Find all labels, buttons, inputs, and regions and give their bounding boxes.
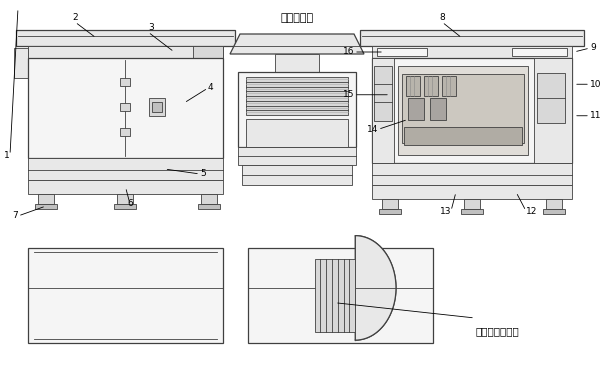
Polygon shape <box>355 236 396 340</box>
Bar <box>512 48 567 56</box>
Bar <box>28 58 223 158</box>
Bar <box>442 76 456 96</box>
Bar <box>372 185 572 199</box>
Text: 10: 10 <box>590 80 600 89</box>
Bar <box>28 46 223 58</box>
Bar <box>28 180 223 194</box>
Bar <box>406 76 420 96</box>
Bar <box>120 103 130 111</box>
Bar <box>242 165 352 185</box>
Bar <box>402 74 524 143</box>
Bar <box>152 102 162 112</box>
Text: 15: 15 <box>343 90 354 99</box>
Text: 8: 8 <box>439 13 445 22</box>
Bar <box>114 204 136 209</box>
Bar <box>314 260 355 332</box>
Bar <box>398 66 528 155</box>
Bar <box>374 66 392 121</box>
Bar <box>372 58 572 163</box>
Text: 排气百叶窗: 排气百叶窗 <box>280 13 314 23</box>
Bar <box>377 48 427 56</box>
Bar <box>372 46 572 58</box>
Text: 16: 16 <box>343 48 354 57</box>
Text: 13: 13 <box>439 207 451 216</box>
Bar <box>248 248 433 343</box>
Bar <box>201 194 217 204</box>
Text: 6: 6 <box>127 200 133 208</box>
Bar <box>275 54 319 72</box>
Bar <box>424 76 438 96</box>
Bar <box>372 58 394 163</box>
Text: 12: 12 <box>526 207 538 216</box>
Bar <box>537 73 565 123</box>
Bar <box>430 98 446 120</box>
Bar <box>461 209 483 214</box>
Text: 3: 3 <box>148 23 154 32</box>
Bar <box>464 199 480 209</box>
Bar <box>120 128 130 136</box>
Bar <box>14 48 28 78</box>
Text: 11: 11 <box>590 111 600 120</box>
Text: 顶部进气百叶窗: 顶部进气百叶窗 <box>476 326 520 336</box>
Text: 5: 5 <box>200 170 206 178</box>
Bar <box>546 199 562 209</box>
Text: 7: 7 <box>12 211 18 220</box>
Bar <box>238 147 356 165</box>
Bar <box>149 98 165 116</box>
Bar <box>543 209 565 214</box>
Bar <box>404 127 522 145</box>
Bar <box>379 209 401 214</box>
Text: 2: 2 <box>72 13 78 22</box>
Bar <box>28 158 223 180</box>
Bar <box>198 204 220 209</box>
Bar <box>193 46 223 58</box>
Bar <box>38 194 54 204</box>
Text: 9: 9 <box>590 44 596 52</box>
Text: 14: 14 <box>367 125 378 134</box>
Bar <box>408 98 424 120</box>
Text: 4: 4 <box>208 84 214 93</box>
Bar <box>382 199 398 209</box>
Circle shape <box>403 136 417 150</box>
Text: 1: 1 <box>4 150 10 159</box>
Bar <box>35 204 57 209</box>
Bar <box>238 72 356 147</box>
Circle shape <box>505 103 519 117</box>
Polygon shape <box>230 34 364 54</box>
Bar <box>372 163 572 185</box>
Polygon shape <box>355 236 396 340</box>
Bar <box>120 78 130 86</box>
Bar <box>16 30 235 46</box>
Bar <box>360 30 584 46</box>
Bar <box>117 194 133 204</box>
Bar <box>28 248 223 343</box>
Bar <box>246 77 348 115</box>
Bar <box>534 58 572 163</box>
Bar <box>246 119 348 147</box>
